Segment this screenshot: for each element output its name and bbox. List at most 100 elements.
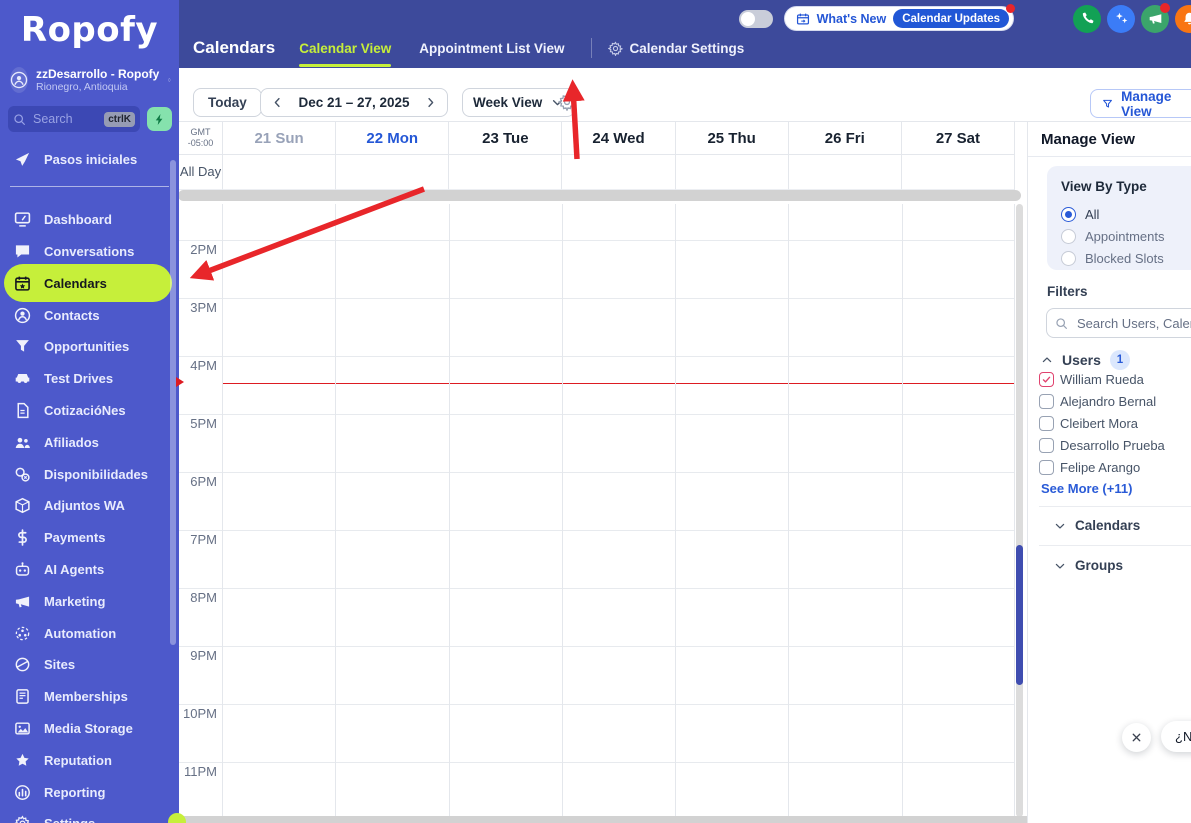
user-filter-felipe-arango[interactable]: Felipe Arango [1039,456,1191,478]
calendar-settings-link[interactable]: Calendar Settings [607,41,744,56]
panel-search[interactable] [1046,308,1191,338]
phone-button[interactable] [1073,4,1101,33]
sidebar-item-automation[interactable]: Automation [0,617,179,649]
all-day-scrollbar[interactable] [178,190,1021,201]
checkbox[interactable] [1039,459,1054,475]
whats-new-button[interactable]: What's New Calendar Updates [783,4,1015,31]
user-filter-alejandro-bernal[interactable]: Alejandro Bernal [1039,390,1191,412]
all-day-cell[interactable] [561,155,675,190]
all-day-cell[interactable] [448,155,562,190]
all-day-cell[interactable] [222,155,336,190]
sidebar-item-cotizaci-nes[interactable]: CotizacióNes [0,395,179,427]
vertical-scrollbar-thumb[interactable] [1016,545,1023,685]
day-header-25-thu[interactable]: 25 Thu [674,122,788,155]
sidebar-search-input[interactable] [31,111,100,127]
tab-appointment-list-view[interactable]: Appointment List View [419,40,565,56]
check-icon [1041,374,1052,385]
ai-assistant-button[interactable] [1107,4,1135,33]
account-name: zzDesarrollo - Ropofy [36,66,160,81]
today-button[interactable]: Today [193,88,262,117]
chevron-left-icon[interactable] [271,96,284,109]
quick-actions-button[interactable] [147,107,172,131]
radio-button[interactable] [1061,228,1076,244]
sidebar-item-dashboard[interactable]: Dashboard [0,204,179,236]
day-header-23-tue[interactable]: 23 Tue [448,122,562,155]
notifications-button[interactable] [1175,4,1191,33]
day-header-27-sat[interactable]: 27 Sat [900,122,1014,155]
horizontal-scrollbar[interactable] [179,816,1191,823]
section-calendars[interactable]: Calendars [1054,518,1191,533]
day-header-22-mon[interactable]: 22 Mon [335,122,449,155]
chat-close-button[interactable] [1122,723,1151,752]
column-grid-line [562,204,563,817]
day-header-24-wed[interactable]: 24 Wed [561,122,675,155]
sidebar-item-sites[interactable]: Sites [0,649,179,681]
date-range-navigator[interactable]: Dec 21 – 27, 2025 [260,88,448,117]
chat-help-bubble[interactable]: ¿Necesitas ayuda? [1161,721,1191,752]
view-selector[interactable]: Week View [462,88,576,117]
sidebar-item-calendars[interactable]: Calendars [4,264,172,303]
sidebar-scrollbar[interactable] [170,160,176,645]
sidebar-item-pasos-iniciales[interactable]: Pasos iniciales [0,144,179,176]
calendar-body[interactable]: 2PM 3PM 4PM 5PM 6PM 7PM 8PM 9PM 10PM 11PM [179,204,1015,817]
sidebar-item-media-storage[interactable]: Media Storage [0,713,179,745]
radio-button[interactable] [1061,250,1076,266]
account-avatar [10,67,28,93]
user-filter-william-rueda[interactable]: William Rueda [1039,368,1191,390]
sidebar-item-disponibilidades[interactable]: Disponibilidades [0,458,179,490]
all-day-cell[interactable] [787,155,901,190]
day-header-26-fri[interactable]: 26 Fri [787,122,901,155]
chevron-right-icon[interactable] [424,96,437,109]
panel-divider [1039,545,1191,546]
calendar-preferences-gear-icon[interactable] [558,93,576,111]
chevron-down-icon [1054,520,1066,532]
section-groups[interactable]: Groups [1054,558,1191,573]
radio-all[interactable]: All [1061,203,1191,225]
sidebar-item-memberships[interactable]: Memberships [0,681,179,713]
person-icon [10,71,28,89]
all-day-cell[interactable] [335,155,449,190]
tab-calendar-view[interactable]: Calendar View [299,28,392,68]
radio-appointments[interactable]: Appointments [1061,225,1191,247]
sidebar-item-conversations[interactable]: Conversations [0,236,179,268]
radio-label: Appointments [1085,228,1165,244]
checkbox-checked[interactable] [1039,371,1054,387]
calendar-icon [14,275,31,292]
hour-label-10pm: 10PM [183,706,217,721]
whats-new-badge[interactable]: Calendar Updates [893,9,1009,28]
user-filter-cleibert-mora[interactable]: Cleibert Mora [1039,412,1191,434]
checkbox[interactable] [1039,415,1054,431]
vertical-scrollbar[interactable] [1016,204,1023,817]
sidebar-item-ai-agents[interactable]: AI Agents [0,554,179,586]
sidebar-search[interactable]: ctrlK [8,106,140,132]
sidebar-item-opportunities[interactable]: Opportunities [0,331,179,363]
day-header-21-sun[interactable]: 21 Sun [222,122,336,155]
user-filter-desarrollo-prueba[interactable]: Desarrollo Prueba [1039,434,1191,456]
manage-view-button[interactable]: Manage View [1090,89,1191,119]
radio-button[interactable] [1061,206,1076,222]
announcements-button[interactable] [1141,2,1170,33]
calendar-toolbar: Today Dec 21 – 27, 2025 Week View Manage… [179,68,1191,122]
sidebar-item-adjuntos-wa[interactable]: Adjuntos WA [0,490,179,522]
theme-toggle[interactable] [738,9,773,28]
account-switcher[interactable]: zzDesarrollo - Ropofy Rionegro, Antioqui… [10,62,172,98]
users-section-header[interactable]: Users 1 [1041,350,1130,370]
all-day-label: All Day [179,155,222,190]
sidebar-item-afiliados[interactable]: Afiliados [0,426,179,458]
sidebar-item-label: Disponibilidades [44,466,149,482]
sidebar-item-payments[interactable]: Payments [0,522,179,554]
see-more-link[interactable]: See More (+11) [1041,481,1133,496]
sidebar-item-contacts[interactable]: Contacts [0,299,179,331]
checkbox[interactable] [1039,437,1054,453]
all-day-cell[interactable] [674,155,788,190]
sidebar-item-reporting[interactable]: Reporting [0,776,179,808]
checkbox[interactable] [1039,393,1054,409]
radio-blocked-slots[interactable]: Blocked Slots [1061,247,1191,269]
all-day-cell[interactable] [900,155,1014,190]
panel-search-input[interactable] [1075,314,1191,332]
sidebar-item-test-drives[interactable]: Test Drives [0,363,179,395]
sidebar-item-settings[interactable]: Settings [0,808,179,823]
sidebar-item-reputation[interactable]: Reputation [0,744,179,776]
sidebar-item-marketing[interactable]: Marketing [0,585,179,617]
panel-divider [1039,506,1191,507]
